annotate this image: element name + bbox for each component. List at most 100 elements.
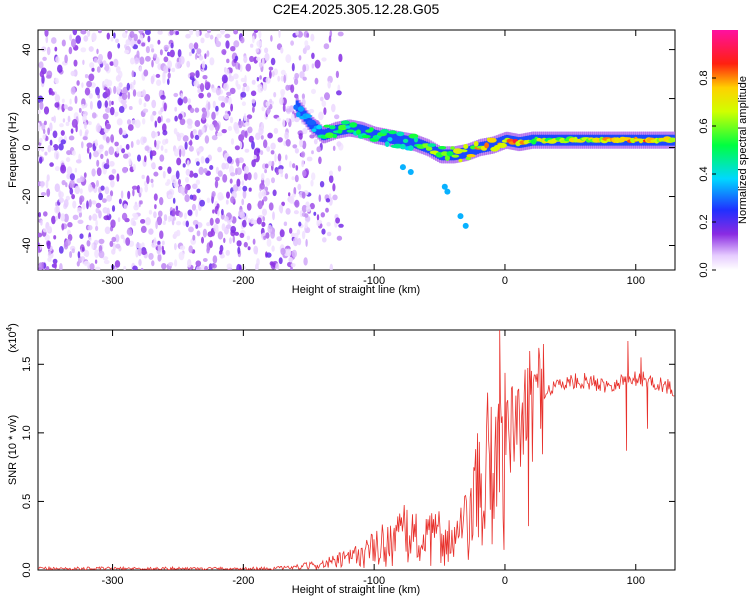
signal-band — [431, 144, 435, 156]
noise-cell — [322, 237, 327, 243]
noise-cell — [195, 265, 202, 270]
noise-cell — [130, 141, 134, 148]
noise-cell — [194, 134, 200, 140]
noise-cell — [243, 172, 249, 181]
noise-cell — [285, 117, 290, 123]
noise-cell — [45, 35, 49, 44]
noise-cell — [178, 178, 181, 186]
noise-cell — [54, 94, 61, 103]
noise-cell — [175, 31, 180, 35]
noise-cell — [253, 245, 259, 255]
noise-cell — [301, 230, 306, 240]
noise-cell — [38, 61, 44, 69]
noise-cell — [45, 266, 50, 270]
noise-cell — [151, 59, 154, 68]
noise-cell — [58, 197, 64, 203]
snr-scale-exp: 4 — [5, 326, 14, 331]
noise-cell — [92, 213, 98, 221]
noise-cell — [110, 134, 114, 143]
noise-cell — [38, 262, 43, 270]
noise-cell — [244, 122, 250, 127]
noise-cell — [189, 194, 194, 200]
noise-cell — [227, 156, 233, 164]
noise-cell — [236, 158, 240, 167]
noise-cell — [115, 38, 119, 43]
noise-cell — [104, 186, 110, 195]
noise-cell — [163, 102, 167, 112]
noise-cell — [216, 203, 220, 209]
noise-cell — [193, 42, 199, 50]
noise-cell — [242, 185, 248, 192]
signal-cell — [325, 132, 335, 139]
noise-cell — [230, 172, 236, 177]
noise-cell — [131, 185, 138, 190]
noise-cell — [133, 214, 139, 220]
noise-cell — [168, 52, 173, 57]
noise-cell — [230, 138, 235, 145]
noise-cell — [175, 205, 179, 211]
noise-cell — [206, 92, 212, 98]
noise-cell — [40, 181, 45, 187]
noise-cell — [49, 122, 53, 132]
noise-cell — [81, 82, 84, 88]
noise-cell — [176, 221, 182, 226]
snr-scale-prefix: (x10 — [7, 331, 19, 352]
y-tick-label: -20 — [21, 189, 33, 205]
noise-cell — [294, 174, 299, 183]
noise-cell — [324, 92, 330, 101]
noise-cell — [122, 86, 129, 95]
noise-cell — [209, 217, 214, 226]
noise-cell — [285, 139, 291, 147]
noise-cell — [118, 106, 125, 113]
noise-cell — [288, 192, 291, 197]
noise-cell — [145, 217, 151, 226]
colorbar-tick-label: 0.0 — [698, 262, 710, 277]
noise-cell — [271, 70, 275, 77]
noise-cell — [280, 69, 286, 76]
noise-cell — [256, 217, 262, 225]
noise-cell — [134, 57, 140, 64]
noise-cell — [38, 95, 44, 104]
noise-cell — [91, 200, 97, 205]
noise-cell — [280, 75, 285, 82]
noise-cell — [266, 252, 272, 258]
y-tick-label: 0.0 — [21, 562, 33, 577]
signal-band — [317, 125, 321, 137]
noise-cell — [46, 240, 51, 250]
noise-cell — [185, 168, 191, 176]
noise-cell — [310, 33, 315, 42]
noise-cell — [88, 73, 95, 82]
noise-cell — [219, 250, 223, 255]
noise-cell — [150, 75, 155, 85]
signal-band — [409, 136, 413, 148]
noise-cell — [259, 75, 262, 80]
noise-cell — [200, 37, 205, 44]
noise-cell — [70, 70, 76, 77]
snr-ylabel: SNR (10 * v/v) — [7, 415, 19, 485]
noise-cell — [104, 226, 111, 235]
noise-cell — [328, 193, 332, 198]
noise-cell — [229, 237, 232, 245]
noise-cell — [329, 170, 333, 176]
noise-cell — [43, 120, 47, 126]
noise-cell — [251, 79, 256, 85]
noise-cell — [252, 238, 256, 245]
noise-cell — [331, 103, 336, 113]
noise-cell — [196, 48, 202, 55]
noise-cell — [83, 260, 90, 267]
noise-cell — [44, 30, 49, 37]
noise-cell — [326, 231, 332, 237]
noise-cell — [236, 178, 241, 187]
colorbar-tick-label: 0.8 — [698, 70, 710, 85]
noise-cell — [98, 250, 105, 259]
noise-cell — [139, 66, 142, 72]
noise-cell — [159, 197, 164, 206]
noise-cell — [144, 185, 148, 193]
noise-cell — [191, 203, 197, 211]
noise-cell — [176, 133, 182, 142]
noise-cell — [83, 251, 88, 257]
noise-cell — [124, 49, 130, 54]
noise-cell — [233, 30, 238, 35]
noise-cell — [50, 146, 55, 151]
noise-cell — [126, 119, 132, 125]
